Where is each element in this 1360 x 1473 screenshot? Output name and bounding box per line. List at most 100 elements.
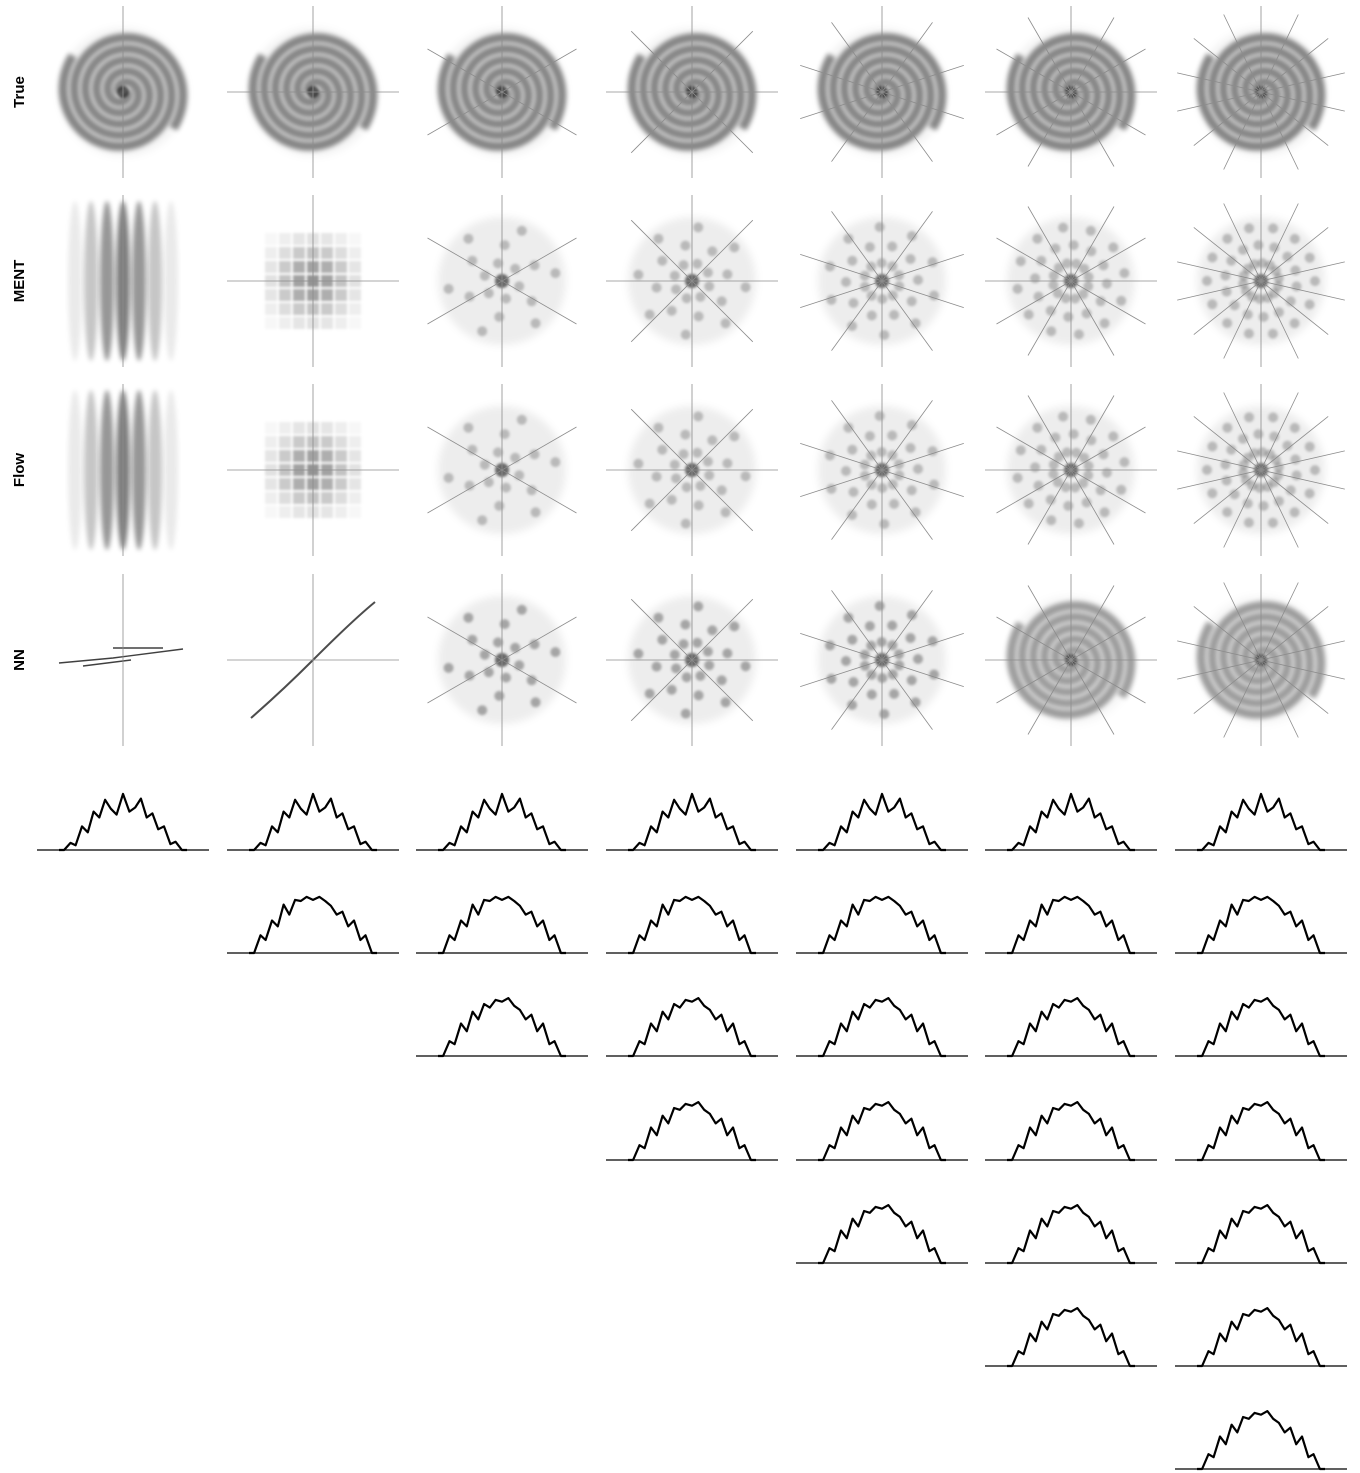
density-blob: [866, 310, 877, 321]
density-blob: [1050, 243, 1061, 254]
density-blob: [666, 684, 677, 695]
density-cell: [800, 195, 964, 367]
density-blob: [887, 241, 898, 252]
profile-line: [1197, 1307, 1325, 1368]
density-blob: [1254, 482, 1265, 493]
density-blob: [906, 231, 917, 241]
density-blob: [1098, 260, 1109, 271]
density-blob: [669, 270, 680, 281]
density-blob: [1070, 482, 1080, 493]
projection-line: [831, 22, 933, 162]
density-blob: [514, 281, 525, 292]
profile-panel: [1175, 792, 1347, 852]
density-blob: [463, 612, 474, 623]
density-cell: [427, 384, 577, 556]
row-labels: True MENT Flow NN: [11, 76, 28, 671]
density-blob: [879, 519, 890, 529]
density-cell: [227, 384, 399, 556]
density-blob: [293, 506, 305, 518]
density-blob: [702, 456, 713, 467]
density-blob: [510, 263, 521, 274]
density-band: [148, 390, 162, 550]
density-blob: [321, 303, 333, 315]
density-blob: [910, 318, 921, 329]
density-blob: [265, 289, 277, 301]
density-blob: [927, 446, 938, 457]
density-blob: [349, 450, 361, 462]
profile-line: [1007, 1101, 1135, 1162]
density-blob: [879, 330, 890, 340]
density-blob: [729, 242, 740, 253]
density-blob: [279, 436, 291, 448]
density-blob: [693, 601, 704, 612]
density-blob: [669, 649, 680, 660]
density-blob: [740, 471, 751, 482]
density-blob: [651, 661, 662, 672]
density-blob: [729, 621, 740, 632]
density-blob: [1238, 433, 1248, 444]
density-blob: [1257, 258, 1268, 269]
density-blob: [265, 317, 277, 329]
density-blob: [1289, 507, 1300, 518]
density-blob: [293, 261, 305, 273]
density-blob: [1207, 488, 1218, 499]
density-blob: [1243, 328, 1254, 339]
profile-line: [628, 895, 756, 955]
spiral-arm: [69, 33, 188, 140]
profile-line: [438, 895, 566, 955]
density-band: [164, 201, 178, 361]
density-blob: [879, 709, 890, 719]
density-blob: [681, 293, 692, 304]
density-blob: [847, 444, 858, 455]
density-blob: [335, 317, 347, 329]
density-blob: [464, 670, 475, 681]
density-blob: [1243, 517, 1254, 528]
density-blob: [530, 697, 541, 708]
spiral-arm: [1196, 612, 1315, 719]
density-blob: [695, 480, 706, 491]
density-blob: [510, 452, 521, 463]
density-blob: [483, 288, 494, 299]
density-blob: [467, 255, 478, 266]
profile-panel: [985, 792, 1157, 852]
density-blob: [1063, 311, 1074, 322]
profile-line: [818, 997, 946, 1058]
spiral-arm: [448, 33, 567, 140]
density-blob: [529, 449, 540, 460]
density-blob: [889, 688, 900, 699]
density-blob: [479, 270, 490, 281]
density-blob: [526, 485, 537, 496]
density-blob: [848, 487, 859, 497]
density-blob: [501, 482, 511, 493]
density-blob: [1116, 484, 1127, 495]
density-image-grid: [58, 6, 1345, 746]
density-blob: [671, 284, 682, 295]
density-blob: [1304, 441, 1315, 452]
density-blob: [927, 636, 938, 647]
density-blob: [1062, 258, 1072, 269]
projection-line: [831, 400, 933, 540]
density-blob: [1244, 412, 1255, 423]
density-blob: [265, 506, 277, 518]
density-blob: [529, 639, 540, 650]
density-blob: [293, 478, 305, 490]
density-blob: [1058, 222, 1069, 233]
density-blob: [1071, 258, 1082, 269]
profile-panel: [796, 792, 968, 852]
density-blob: [477, 326, 488, 337]
density-blob: [550, 647, 561, 658]
density-blob: [929, 479, 939, 490]
density-band: [132, 201, 146, 361]
density-blob: [1285, 485, 1296, 496]
profile-line: [249, 792, 377, 852]
density-blob: [1085, 225, 1096, 236]
density-blob: [335, 261, 347, 273]
density-cell: [68, 195, 178, 367]
density-blob: [1078, 478, 1089, 489]
density-blob: [1207, 441, 1218, 452]
density-blob: [693, 311, 704, 322]
density-blob: [1048, 270, 1059, 281]
density-blob: [279, 233, 291, 245]
density-blob: [279, 478, 291, 490]
density-blob: [335, 289, 347, 301]
